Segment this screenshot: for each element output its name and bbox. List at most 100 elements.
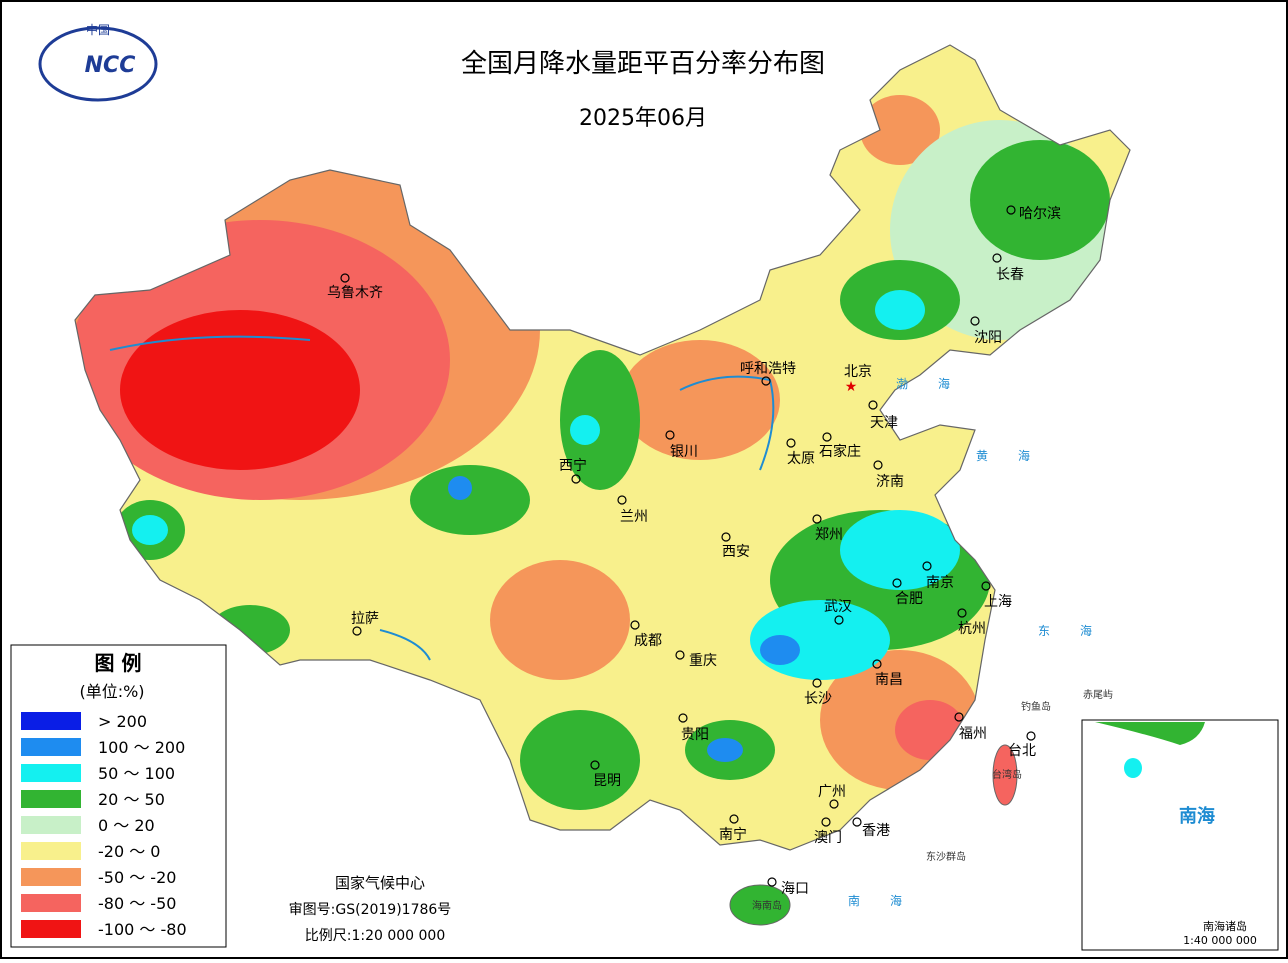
city-label: 乌鲁木齐 [327,285,383,301]
city-label: 呼和浩特 [740,361,796,377]
legend-swatch [21,790,81,808]
city-marker [665,430,675,440]
city-label: 海口 [781,881,809,897]
city-marker [873,460,883,470]
city-marker [992,253,1002,263]
city-label: 拉萨 [351,611,379,627]
city-label: 重庆 [689,653,717,669]
inset-scale: 1:40 000 000 [1183,934,1257,947]
city-label: 郑州 [815,527,843,543]
city-label: 银川 [670,444,698,460]
sea-label: 黄海 [976,448,1060,463]
city-label: 太原 [787,451,815,467]
inset-sea: 南海 [1179,805,1215,827]
city-label: 长春 [996,267,1024,283]
inset-box [1081,719,1279,951]
city-marker [721,532,731,542]
city-marker [1026,731,1036,741]
city-label: 长沙 [804,691,832,707]
city-marker [352,626,362,636]
inset-coast [1095,722,1205,745]
city-marker [729,814,739,824]
legend-swatch [21,816,81,834]
city-label: 哈尔滨 [1019,206,1061,222]
city-label: 澳门 [814,830,842,846]
city-marker [829,799,839,809]
city-marker [630,620,640,630]
legend-label: 20 ～ 50 [98,790,165,809]
legend-swatch [21,738,81,756]
city-marker [852,817,862,827]
scale: 比例尺:1:20 000 000 [305,928,446,944]
island-label: 赤尾屿 [1083,689,1113,701]
city-label: 昆明 [593,773,621,789]
city-label: 台北 [1008,743,1036,759]
island-label: 台湾岛 [992,768,1022,781]
city-label: 沈阳 [974,330,1002,346]
city-marker [957,608,967,618]
logo-text: NCC [85,53,136,78]
city-marker [1006,205,1016,215]
subtitle: 2025年06月 [579,106,707,131]
city-label: 杭州 [958,621,986,637]
hainan [729,884,791,926]
city-label: 南京 [926,575,954,591]
city-marker [922,561,932,571]
city-marker [675,650,685,660]
title: 全国月降水量距平百分率分布图 [461,49,825,79]
legend-label: 0 ～ 20 [98,816,155,835]
city-marker [812,514,822,524]
city-marker [868,400,878,410]
legend-label: -20 ～ 0 [98,842,161,861]
legend-label: > 200 [98,712,147,731]
sea-label: 渤海 [896,376,980,391]
city-label: 济南 [876,474,904,490]
agency: 国家气候中心 [335,874,425,892]
city-marker [590,760,600,770]
approval: 审图号:GS(2019)1786号 [289,902,452,918]
city-label: 广州 [818,784,846,800]
city-marker [761,376,771,386]
city-marker [872,659,882,669]
city-label: 西安 [722,544,750,560]
city-label: 贵阳 [681,727,709,743]
legend-swatch [21,764,81,782]
city-label: 香港 [862,823,890,839]
legend-swatch [21,842,81,860]
sea-label: 东海 [1038,623,1122,638]
city-label: 上海 [984,594,1012,610]
inset: 南海 南海诸岛 1:40 000 000 [1081,719,1279,951]
legend-label: -100 ～ -80 [98,920,187,939]
city-marker [571,474,581,484]
city-marker [822,432,832,442]
city-label: 兰州 [620,509,648,525]
legend-swatch [21,920,81,938]
legend-swatch [21,894,81,912]
inset-hainan [1124,758,1142,778]
taiwan [992,744,1018,806]
island-label: 东沙群岛 [926,850,966,863]
legend: 图 例 (单位:%) > 200 100 ～ 200 50 ～ 100 20 ～ 50… [10,644,227,948]
city-label: 合肥 [895,591,923,607]
city-label: 北京 [844,364,872,380]
logo-top: 中国 [86,22,110,37]
legend-swatch [21,712,81,730]
city-label: 成都 [634,633,662,649]
city-marker [981,581,991,591]
city-marker [954,712,964,722]
capital-star: ★ [845,379,858,395]
legend-title: 图 例 [95,651,142,675]
city-marker [821,817,831,827]
city-label: 武汉 [824,599,852,615]
city-marker [892,578,902,588]
legend-label: -80 ～ -50 [98,894,176,913]
island-label: 钓鱼岛 [1021,700,1051,713]
city-marker [970,316,980,326]
city-marker [617,495,627,505]
city-marker [340,273,350,283]
legend-swatch [21,868,81,886]
city-label: 天津 [870,415,898,431]
legend-label: 50 ～ 100 [98,764,175,783]
island-label: 海南岛 [752,899,782,912]
